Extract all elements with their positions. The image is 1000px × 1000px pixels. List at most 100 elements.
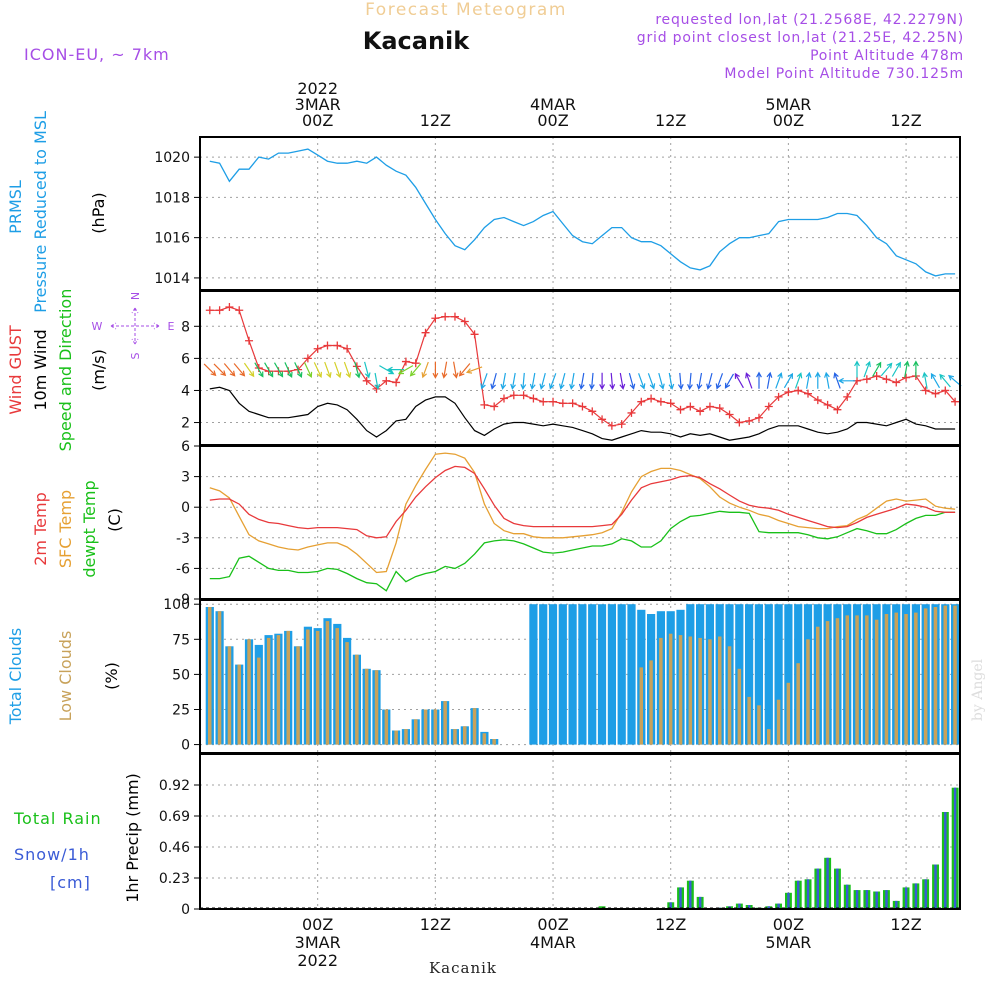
gust-marker (598, 415, 607, 424)
snow-bar (689, 880, 692, 909)
gust-marker (676, 405, 685, 414)
low-clouds-bar (874, 619, 879, 745)
wind-speed-line (209, 386, 956, 441)
gust-marker (892, 378, 901, 387)
y-tick-label: -6 (176, 561, 190, 577)
percent-unit-label: (%) (102, 662, 121, 690)
wind-direction-arrow (213, 363, 227, 377)
snow-bar (924, 879, 927, 909)
bottom-time-label: 00Z (302, 915, 333, 934)
bottom-time-label: 4MAR (530, 933, 576, 952)
gust-marker (823, 400, 832, 409)
wind-direction-arrow (520, 372, 527, 391)
dewpoint-line (209, 510, 956, 592)
total-clouds-bar (617, 604, 626, 745)
total-clouds-bar (784, 604, 793, 745)
gust-marker (568, 399, 577, 408)
requested-coords: requested lon,lat (21.2568E, 42.2279N) (655, 12, 964, 28)
wind-direction-arrow (766, 371, 773, 389)
bottom-time-label: 5MAR (765, 933, 811, 952)
low-clouds-bar (649, 660, 653, 745)
snow-bar (826, 857, 829, 909)
wind-direction-arrow (354, 361, 361, 379)
snow-label: Snow/1h (14, 845, 90, 864)
low-clouds-bar (472, 708, 477, 745)
low-clouds-bar (482, 733, 487, 745)
low-clouds-bar (816, 626, 820, 745)
gust-marker (215, 306, 224, 315)
top-time-label: 00Z (302, 111, 333, 130)
total-clouds-bar (774, 604, 783, 745)
gust-marker (421, 328, 430, 337)
wind-direction-arrow (421, 361, 429, 379)
footer-location: Kacanik (429, 959, 497, 977)
low-clouds-bar (639, 667, 643, 745)
y-tick-label: 0.23 (159, 871, 190, 887)
total-clouds-label: Total Clouds (6, 628, 25, 726)
model-altitude: Model Point Altitude 730.125m (724, 66, 964, 82)
bottom-time-label: 12Z (890, 915, 921, 934)
gust-marker (774, 392, 783, 401)
wind-direction-arrow (891, 361, 901, 377)
gust-marker (539, 397, 548, 406)
wind-direction-arrow (510, 372, 516, 390)
y-tick-label: 75 (172, 632, 190, 648)
gust-marker (617, 420, 626, 429)
wind-direction-arrow (745, 372, 753, 389)
low-clouds-bar (247, 639, 251, 745)
top-time-label: 12Z (655, 111, 686, 130)
wind-direction-arrow (254, 362, 264, 378)
total-clouds-bar (588, 604, 597, 745)
wind-10m-label: 10m Wind (31, 329, 50, 410)
cm-unit-label: [cm] (50, 873, 91, 892)
low-clouds-bar (796, 663, 800, 745)
wind-direction-arrow (223, 363, 236, 377)
gust-marker (902, 373, 911, 382)
low-clouds-bar (727, 646, 732, 745)
snow-bar (895, 900, 898, 909)
wind-direction-arrow (677, 372, 684, 391)
gust-marker (754, 413, 763, 422)
top-time-label: 3MAR (295, 95, 341, 114)
pressure-line (209, 148, 956, 277)
wind-direction-arrow (724, 373, 735, 389)
y-tick-label: 1014 (154, 271, 190, 287)
gust-marker (921, 386, 930, 395)
gust-marker (205, 306, 214, 315)
low-clouds-bar (786, 682, 791, 745)
wind-direction-arrow (658, 372, 665, 390)
snow-bar (806, 879, 810, 909)
clouds-panel: 0 25 50 75 100 (163, 597, 961, 754)
low-clouds-bar (855, 615, 859, 745)
y-tick-label: 3 (181, 470, 190, 486)
low-clouds-bar (894, 612, 898, 745)
gust-marker (764, 402, 773, 411)
point-altitude: Point Altitude 478m (810, 48, 964, 64)
low-clouds-bar (227, 646, 232, 745)
wind-direction-arrow (233, 363, 246, 377)
snow-bar (767, 906, 770, 909)
gust-marker (441, 312, 450, 321)
top-time-label: 00Z (773, 111, 804, 130)
compass-n: N (129, 292, 142, 300)
low-clouds-bar (776, 699, 781, 745)
low-clouds-bar (668, 633, 673, 745)
ms-unit-label: (m/s) (89, 349, 108, 391)
temp-2m-label: 2m Temp (31, 492, 50, 566)
wind-direction-arrow (628, 372, 636, 390)
wind-direction-arrow (432, 361, 439, 379)
total-clouds-bar (548, 604, 558, 745)
wind-direction-arrow (814, 371, 821, 389)
wind-direction-arrow (364, 361, 371, 379)
snow-bar (944, 812, 947, 909)
wind-direction-arrow (578, 372, 585, 390)
bottom-time-label: 12Z (420, 915, 451, 934)
snow-bar (865, 890, 869, 909)
gust-marker (931, 389, 940, 398)
low-clouds-bar (404, 729, 408, 745)
snow-bar (738, 903, 741, 909)
total-clouds-bar (558, 604, 567, 745)
y-tick-label: 4 (181, 383, 190, 399)
grid-point-coords: grid point closest lon,lat (21.25E, 42.2… (637, 30, 964, 46)
